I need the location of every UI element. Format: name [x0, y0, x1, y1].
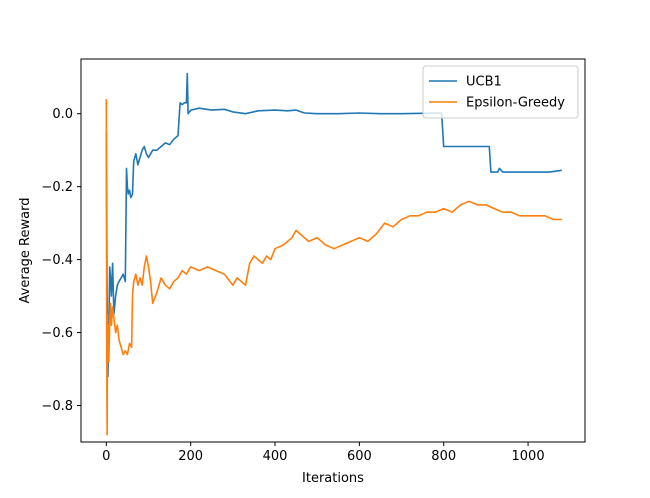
x-axis-title: Iterations [302, 471, 364, 486]
x-tick-label: 200 [178, 449, 203, 464]
y-tick-label: −0.4 [41, 253, 73, 268]
legend: UCB1 Epsilon-Greedy [422, 65, 579, 119]
series-layer [105, 72, 562, 436]
x-tick-label: 0 [102, 449, 110, 464]
x-axis-ticks: 0 200 400 600 800 1000 [102, 442, 545, 464]
plot-frame [80, 58, 586, 443]
series-line-0 [105, 72, 562, 378]
x-tick-label: 600 [347, 449, 372, 464]
y-axis-title: Average Reward [18, 198, 33, 304]
x-tick-label: 1000 [512, 449, 545, 464]
series-line-1 [105, 99, 562, 436]
y-tick-label: −0.2 [41, 180, 73, 195]
y-tick-label: −0.8 [41, 399, 73, 414]
y-tick-label: −0.6 [41, 326, 73, 341]
legend-box [422, 65, 579, 119]
y-tick-label: 0.0 [52, 107, 73, 122]
x-tick-label: 800 [431, 449, 456, 464]
legend-label-1: Epsilon-Greedy [466, 96, 565, 111]
legend-label-0: UCB1 [466, 75, 502, 90]
y-axis-ticks: 0.0 −0.2 −0.4 −0.6 −0.8 [41, 107, 81, 414]
x-tick-label: 400 [263, 449, 288, 464]
